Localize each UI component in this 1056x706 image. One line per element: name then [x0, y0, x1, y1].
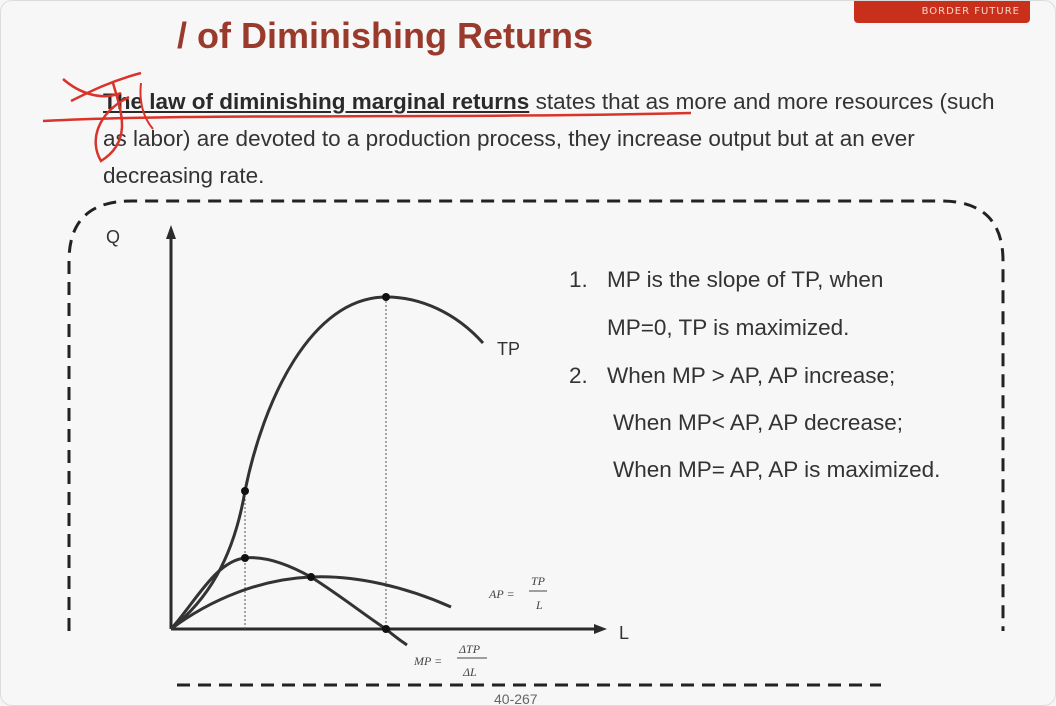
note-1-text: MP is the slope of TP, when: [607, 267, 884, 292]
ap-formula-numerator: TP: [531, 574, 546, 588]
mp-formula-lhs: MP =: [413, 654, 442, 668]
note-1-line-2: MP=0, TP is maximized.: [607, 315, 850, 340]
definition-paragraph: The law of diminishing marginal returns …: [103, 83, 1003, 194]
ap-formula: AP = TP L: [488, 574, 547, 612]
definition-text: states that as more and more resources (…: [103, 89, 995, 188]
tp-curve-label: TP: [497, 339, 520, 359]
tp-max-point: [382, 293, 390, 301]
logo-text: BORDER FUTURE: [921, 6, 1020, 17]
note-2-number: 2.: [569, 363, 588, 388]
mp-max-point: [241, 554, 249, 562]
red-scribble-annotation: [42, 71, 692, 163]
y-axis-label: Q: [106, 227, 120, 247]
slide-title: / of Diminishing Returns: [177, 15, 594, 56]
mp-zero-point: [382, 625, 390, 633]
mp-formula: MP = ΔTP ΔL: [413, 642, 487, 679]
note-2-line-2: When MP< AP, AP decrease;: [613, 410, 903, 435]
mp-curve: [169, 556, 408, 647]
definition-lead: The law of diminishing marginal returns: [103, 89, 530, 114]
note-1-number: 1.: [569, 267, 588, 292]
page-number: 40-267: [494, 691, 538, 706]
note-2-text: When MP > AP, AP increase;: [607, 363, 896, 388]
x-axis-label: L: [619, 623, 629, 643]
y-axis-arrow: [166, 225, 176, 239]
mp-formula-numerator: ΔTP: [458, 642, 481, 656]
tp-inflection-point: [241, 487, 249, 495]
note-2-line-3: When MP= AP, AP is maximized.: [613, 457, 941, 482]
mp-formula-denominator: ΔL: [462, 665, 477, 679]
x-axis-arrow: [594, 624, 607, 634]
ap-formula-lhs: AP =: [488, 587, 515, 601]
note-2-line-1: 2. When MP > AP, AP increase;: [569, 363, 895, 389]
tp-curve: [170, 295, 485, 631]
logo-badge: BORDER FUTURE: [854, 1, 1030, 23]
note-1-line-1: 1. MP is the slope of TP, when: [569, 267, 883, 293]
ap-formula-denominator: L: [535, 598, 543, 612]
dashed-frame-top: [67, 199, 1005, 631]
mp-ap-intersection-point: [307, 573, 315, 581]
